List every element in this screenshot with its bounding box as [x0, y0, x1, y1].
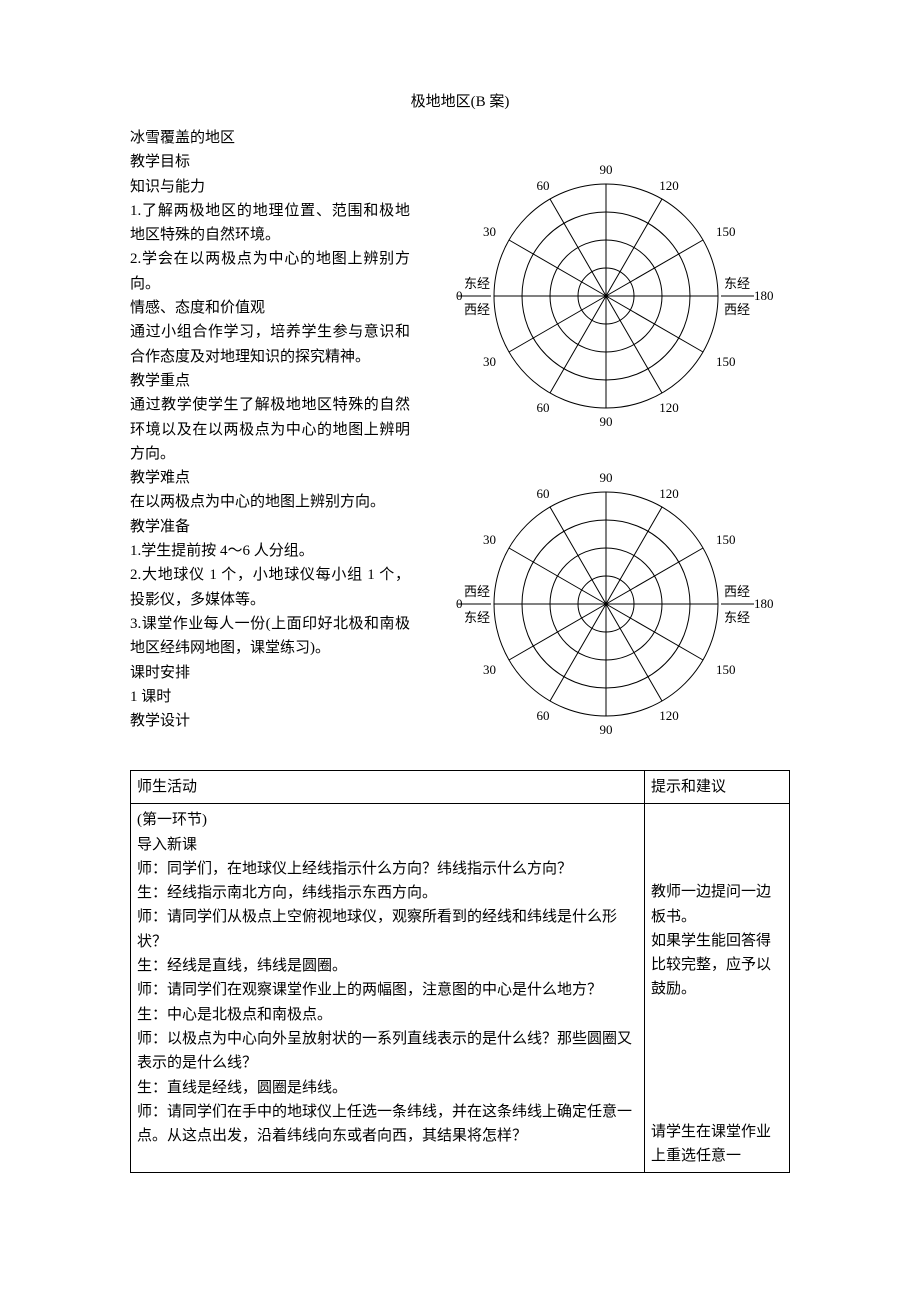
label2-60-tl: 60: [537, 486, 550, 501]
dlg-4: 师：请同学们从极点上空俯视地球仪，观察所看到的经线和纬线是什么形状？: [137, 905, 638, 954]
hint-3: 请学生在课堂作业上重选任意一: [651, 1120, 783, 1169]
page-title: 极地地区(B 案): [130, 90, 790, 114]
label-60-bl: 60: [537, 400, 550, 415]
table-row: (第一环节) 导入新课 师：同学们，在地球仪上经线指示什么方向？纬线指示什么方向…: [131, 804, 790, 1173]
line-16: 课时安排: [130, 661, 410, 685]
dlg-1: 导入新课: [137, 833, 638, 857]
label2-xijing-l: 西经: [464, 584, 490, 599]
polar-diagram-north: 90 120 150 180 150 120 90 60 30 0 30 60 …: [426, 146, 786, 446]
label2-90-top: 90: [600, 470, 613, 485]
line-1: 冰雪覆盖的地区: [130, 126, 410, 150]
dlg-7: 生：中心是北极点和南极点。: [137, 1003, 638, 1027]
line-2: 教学目标: [130, 150, 410, 174]
line-10: 教学难点: [130, 466, 410, 490]
dlg-8: 师：以极点为中心向外呈放射状的一系列直线表示的是什么线？那些圆圈又表示的是什么线…: [137, 1027, 638, 1076]
label-150-r: 150: [716, 224, 736, 239]
polar-diagram-south: 90 120 150 180 150 120 90 60 30 0 30 60 …: [426, 454, 786, 754]
header-right: 提示和建议: [645, 771, 790, 804]
label2-xijing-r: 西经: [724, 584, 750, 599]
line-17: 1 课时: [130, 685, 410, 709]
label2-120-tr: 120: [659, 486, 679, 501]
label2-150-br: 150: [716, 662, 736, 677]
line-12: 教学准备: [130, 515, 410, 539]
label-90-bot: 90: [600, 414, 613, 429]
label-30-tl: 30: [483, 224, 496, 239]
line-3: 知识与能力: [130, 175, 410, 199]
cell-right: 教师一边提问一边板书。 如果学生能回答得比较完整，应予以鼓励。 请学生在课堂作业…: [645, 804, 790, 1173]
label2-dongjing-l: 东经: [464, 610, 490, 625]
label2-30-tl: 30: [483, 532, 496, 547]
header-left: 师生活动: [131, 771, 645, 804]
page: 极地地区(B 案) 冰雪覆盖的地区 教学目标 知识与能力 1.了解两极地区的地理…: [0, 0, 920, 1213]
content-row: 冰雪覆盖的地区 教学目标 知识与能力 1.了解两极地区的地理位置、范围和极地地区…: [130, 126, 790, 754]
table-header-row: 师生活动 提示和建议: [131, 771, 790, 804]
dlg-6: 师：请同学们在观察课堂作业上的两幅图，注意图的中心是什么地方？: [137, 978, 638, 1002]
label-150-br: 150: [716, 354, 736, 369]
label2-90-bot: 90: [600, 722, 613, 737]
label-xijing-r: 西经: [724, 302, 750, 317]
dlg-9: 生：直线是经线，圆圈是纬线。: [137, 1076, 638, 1100]
line-7: 通过小组合作学习，培养学生参与意识和合作态度及对地理知识的探究精神。: [130, 320, 410, 369]
line-5: 2.学会在以两极点为中心的地图上辨别方向。: [130, 247, 410, 296]
line-6: 情感、态度和价值观: [130, 296, 410, 320]
label2-30-bl: 30: [483, 662, 496, 677]
line-8: 教学重点: [130, 369, 410, 393]
line-4: 1.了解两极地区的地理位置、范围和极地地区特殊的自然环境。: [130, 199, 410, 248]
dlg-2: 师：同学们，在地球仪上经线指示什么方向？纬线指示什么方向？: [137, 857, 638, 881]
hint-1: 教师一边提问一边板书。: [651, 880, 783, 929]
line-14: 2.大地球仪 1 个，小地球仪每小组 1 个，投影仪，多媒体等。: [130, 563, 410, 612]
label-90-top: 90: [600, 162, 613, 177]
label-dongjing-r: 东经: [724, 276, 750, 291]
dlg-3: 生：经线指示南北方向，纬线指示东西方向。: [137, 881, 638, 905]
lesson-table: 师生活动 提示和建议 (第一环节) 导入新课 师：同学们，在地球仪上经线指示什么…: [130, 770, 790, 1173]
label2-120-br: 120: [659, 708, 679, 723]
label-120-br: 120: [659, 400, 679, 415]
line-15: 3.课堂作业每人一份(上面印好北极和南极地区经纬网地图，课堂练习)。: [130, 612, 410, 661]
label-30-bl: 30: [483, 354, 496, 369]
dlg-10: 师：请同学们在手中的地球仪上任选一条纬线，并在这条纬线上确定任意一点。从这点出发…: [137, 1100, 638, 1149]
label-xijing-l: 西经: [464, 302, 490, 317]
dlg-5: 生：经线是直线，纬线是圆圈。: [137, 954, 638, 978]
line-9: 通过教学使学生了解极地地区特殊的自然环境以及在以两极点为中心的地图上辨明方向。: [130, 393, 410, 466]
label2-150-r: 150: [716, 532, 736, 547]
label2-180-r: 180: [754, 596, 774, 611]
label-180-r: 180: [754, 288, 774, 303]
label2-60-bl: 60: [537, 708, 550, 723]
line-18: 教学设计: [130, 709, 410, 733]
cell-left: (第一环节) 导入新课 师：同学们，在地球仪上经线指示什么方向？纬线指示什么方向…: [131, 804, 645, 1173]
diagram-column: 90 120 150 180 150 120 90 60 30 0 30 60 …: [422, 126, 790, 754]
label-60-tl: 60: [537, 178, 550, 193]
label2-dongjing-r: 东经: [724, 610, 750, 625]
text-column: 冰雪覆盖的地区 教学目标 知识与能力 1.了解两极地区的地理位置、范围和极地地区…: [130, 126, 410, 733]
line-13: 1.学生提前按 4～6 人分组。: [130, 539, 410, 563]
hint-2: 如果学生能回答得比较完整，应予以鼓励。: [651, 929, 783, 1002]
dlg-0: (第一环节): [137, 808, 638, 832]
label-dongjing-l: 东经: [464, 276, 490, 291]
line-11: 在以两极点为中心的地图上辨别方向。: [130, 490, 410, 514]
label-120-tr: 120: [659, 178, 679, 193]
